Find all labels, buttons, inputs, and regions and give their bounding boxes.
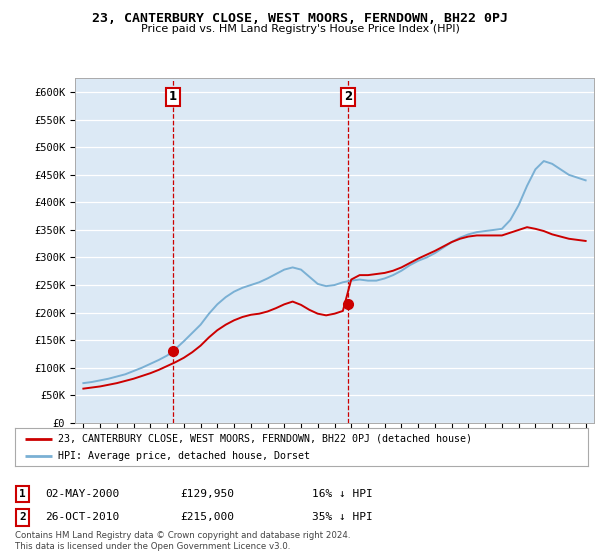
Text: 35% ↓ HPI: 35% ↓ HPI: [312, 512, 373, 522]
Text: 2: 2: [344, 91, 352, 104]
Text: 23, CANTERBURY CLOSE, WEST MOORS, FERNDOWN, BH22 0PJ (detached house): 23, CANTERBURY CLOSE, WEST MOORS, FERNDO…: [58, 433, 472, 444]
Text: £215,000: £215,000: [180, 512, 234, 522]
Text: £129,950: £129,950: [180, 489, 234, 499]
Text: Price paid vs. HM Land Registry's House Price Index (HPI): Price paid vs. HM Land Registry's House …: [140, 24, 460, 34]
Text: 1: 1: [19, 489, 26, 499]
Text: Contains HM Land Registry data © Crown copyright and database right 2024.: Contains HM Land Registry data © Crown c…: [15, 531, 350, 540]
Text: 16% ↓ HPI: 16% ↓ HPI: [312, 489, 373, 499]
Text: 26-OCT-2010: 26-OCT-2010: [45, 512, 119, 522]
Text: HPI: Average price, detached house, Dorset: HPI: Average price, detached house, Dors…: [58, 451, 310, 461]
Text: 1: 1: [169, 91, 176, 104]
Text: 02-MAY-2000: 02-MAY-2000: [45, 489, 119, 499]
Text: 23, CANTERBURY CLOSE, WEST MOORS, FERNDOWN, BH22 0PJ: 23, CANTERBURY CLOSE, WEST MOORS, FERNDO…: [92, 12, 508, 25]
Text: This data is licensed under the Open Government Licence v3.0.: This data is licensed under the Open Gov…: [15, 542, 290, 551]
Text: 2: 2: [19, 512, 26, 522]
